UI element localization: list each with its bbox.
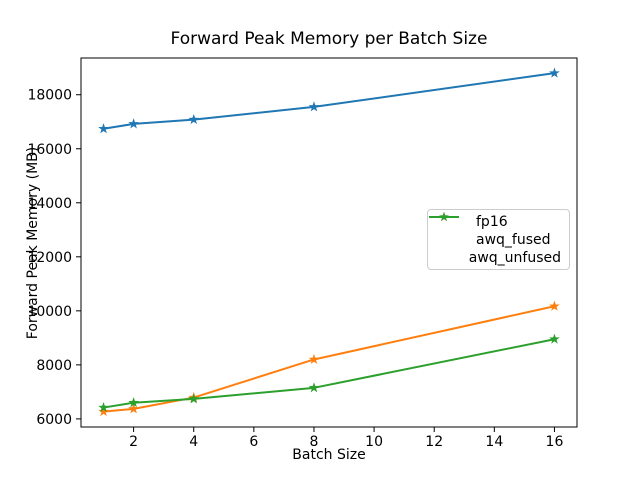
series-line-awq_unfused bbox=[102, 338, 556, 409]
data-point-marker-awq_fused bbox=[549, 300, 560, 311]
legend-swatch-svg bbox=[429, 212, 459, 222]
x-tick-label: 14 bbox=[485, 434, 503, 450]
x-tick-label: 12 bbox=[425, 434, 443, 450]
legend: fp16 awq_fused awq_unfused bbox=[427, 209, 570, 270]
legend-label: awq_fused bbox=[476, 232, 551, 248]
data-point-marker-awq_unfused bbox=[128, 397, 139, 408]
x-tick-label: 8 bbox=[310, 434, 319, 450]
data-point-marker-awq_fused bbox=[128, 403, 139, 414]
legend-item-awq-fused: awq_fused bbox=[429, 212, 561, 249]
data-point-marker-awq_fused bbox=[98, 406, 109, 417]
x-tick-label: 10 bbox=[365, 434, 383, 450]
data-point-marker-fp16 bbox=[549, 67, 560, 78]
y-tick-label: 16000 bbox=[27, 142, 72, 158]
data-point-marker-fp16 bbox=[98, 123, 109, 134]
star-icon bbox=[439, 212, 449, 222]
y-axis-label: Forward Peak Memory (MB) bbox=[25, 146, 41, 340]
x-tick-label: 2 bbox=[129, 434, 138, 450]
y-tick-label: 6000 bbox=[36, 412, 72, 428]
y-tick-label: 18000 bbox=[27, 88, 72, 104]
x-axis-label: Batch Size bbox=[292, 447, 366, 463]
data-point-marker-fp16 bbox=[128, 118, 139, 129]
legend-line-star-swatch bbox=[429, 212, 468, 247]
x-tick-label: 6 bbox=[249, 434, 258, 450]
chart-title: Forward Peak Memory per Batch Size bbox=[170, 29, 488, 49]
data-point-marker-awq_unfused bbox=[308, 382, 320, 393]
legend-item-awq-unfused: awq_unfused bbox=[429, 212, 561, 267]
data-point-marker-awq_fused bbox=[308, 353, 320, 364]
data-point-marker-fp16 bbox=[308, 101, 320, 112]
y-tick-label: 14000 bbox=[27, 196, 72, 212]
legend-line-star-swatch bbox=[429, 212, 461, 265]
data-point-marker-awq_unfused bbox=[549, 333, 560, 344]
y-tick-label: 8000 bbox=[36, 358, 72, 374]
data-point-marker-awq_unfused bbox=[188, 393, 200, 404]
legend-label: awq_unfused bbox=[468, 250, 561, 266]
series-line-fp16 bbox=[102, 72, 556, 130]
legend-label: fp16 bbox=[476, 214, 508, 230]
data-point-marker-awq_unfused bbox=[98, 401, 109, 413]
y-tick-label: 10000 bbox=[27, 304, 72, 320]
data-point-marker-fp16 bbox=[188, 113, 200, 125]
plot-frame bbox=[80, 57, 578, 428]
x-tick-label: 16 bbox=[546, 434, 564, 450]
y-tick-label: 12000 bbox=[27, 250, 72, 266]
x-tick-label: 4 bbox=[189, 434, 198, 450]
series-line-awq_fused bbox=[102, 305, 556, 413]
